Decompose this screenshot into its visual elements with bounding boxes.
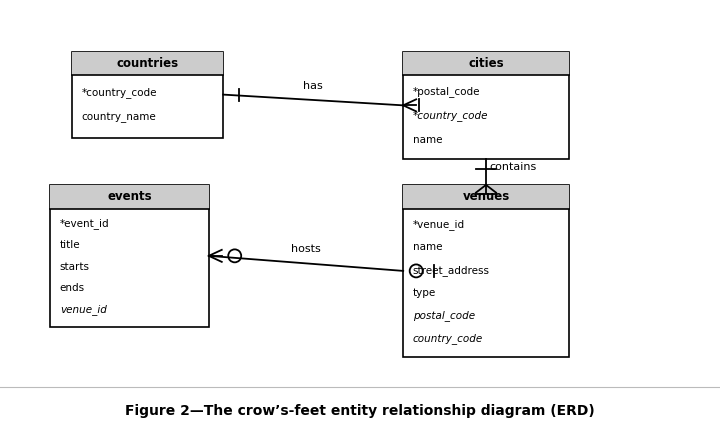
- Text: events: events: [107, 190, 152, 203]
- Text: postal_code: postal_code: [413, 310, 474, 321]
- Text: starts: starts: [60, 261, 90, 272]
- Text: country_code: country_code: [413, 333, 483, 344]
- Bar: [72, 52, 223, 138]
- Bar: [50, 185, 209, 327]
- Bar: [403, 52, 569, 75]
- Text: name: name: [413, 243, 442, 252]
- Text: country_name: country_name: [81, 112, 156, 123]
- Text: *country_code: *country_code: [413, 111, 488, 121]
- Text: *country_code: *country_code: [81, 87, 157, 98]
- Bar: [403, 185, 569, 357]
- Text: *postal_code: *postal_code: [413, 86, 480, 98]
- Text: venues: venues: [462, 190, 510, 203]
- Text: *venue_id: *venue_id: [413, 219, 464, 230]
- Text: cities: cities: [468, 57, 504, 70]
- Text: has: has: [303, 80, 323, 91]
- Text: *event_id: *event_id: [60, 218, 109, 229]
- Text: ends: ends: [60, 283, 85, 293]
- Text: name: name: [413, 135, 442, 145]
- Text: title: title: [60, 240, 81, 250]
- Bar: [403, 185, 569, 209]
- Text: venue_id: venue_id: [60, 304, 107, 315]
- Text: street_address: street_address: [413, 265, 490, 276]
- Text: Figure 2—The crow’s-feet entity relationship diagram (ERD): Figure 2—The crow’s-feet entity relation…: [125, 404, 595, 418]
- Text: contains: contains: [490, 162, 537, 172]
- Bar: [50, 185, 209, 209]
- Text: type: type: [413, 288, 436, 298]
- Text: countries: countries: [117, 57, 179, 70]
- Text: hosts: hosts: [291, 244, 321, 254]
- Bar: [72, 52, 223, 75]
- Bar: [403, 52, 569, 159]
